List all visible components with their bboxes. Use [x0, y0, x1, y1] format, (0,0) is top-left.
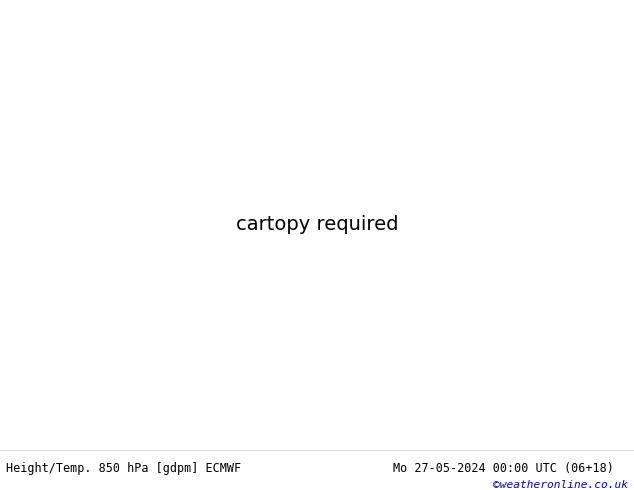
Text: Height/Temp. 850 hPa [gdpm] ECMWF: Height/Temp. 850 hPa [gdpm] ECMWF: [6, 462, 242, 475]
Text: Mo 27-05-2024 00:00 UTC (06+18): Mo 27-05-2024 00:00 UTC (06+18): [393, 462, 614, 475]
Text: cartopy required: cartopy required: [236, 215, 398, 234]
Text: ©weatheronline.co.uk: ©weatheronline.co.uk: [493, 480, 628, 490]
